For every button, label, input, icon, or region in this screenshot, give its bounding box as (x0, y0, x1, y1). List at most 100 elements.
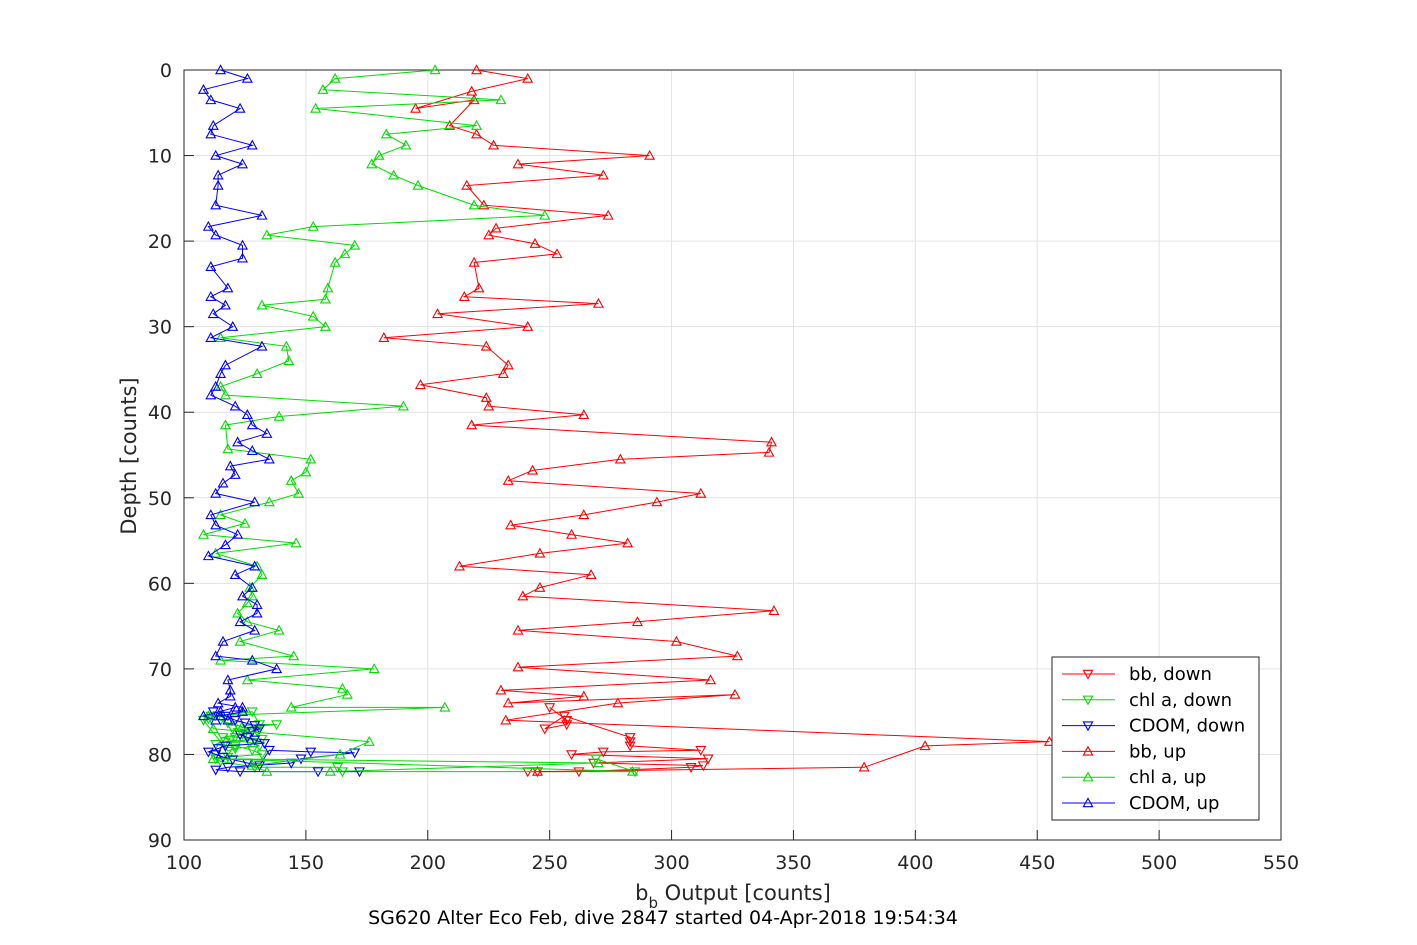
data-point (512, 624, 524, 635)
data-point (531, 765, 544, 776)
data-point (468, 94, 480, 105)
data-point (197, 528, 210, 539)
data-point (219, 389, 231, 400)
data-point (380, 128, 392, 139)
data-point (229, 715, 241, 726)
data-point (212, 744, 224, 755)
data-point (222, 443, 234, 454)
y-tick-label: 30 (148, 317, 172, 339)
data-point (205, 290, 217, 301)
data-point (241, 72, 253, 83)
series-chl-a-up (197, 64, 639, 776)
data-point (527, 464, 539, 475)
data-point (280, 340, 292, 351)
data-point (495, 94, 507, 105)
data-point (246, 590, 258, 601)
data-point (349, 748, 361, 759)
data-point (551, 248, 563, 259)
data-point (232, 721, 244, 732)
data-point (470, 64, 483, 75)
data-point (466, 419, 478, 430)
data-point (229, 468, 241, 479)
data-point (246, 444, 258, 455)
data-point (705, 674, 717, 685)
data-point (256, 750, 268, 761)
plot-area-frame (183, 69, 1282, 841)
data-point (500, 714, 512, 725)
data-point (305, 453, 317, 464)
x-axis-label-main: b (635, 881, 648, 905)
data-point (205, 332, 217, 343)
data-point (495, 684, 507, 695)
data-point (254, 761, 266, 772)
data-point (480, 340, 492, 351)
data-point (239, 517, 251, 528)
data-point (229, 733, 241, 744)
data-point (222, 718, 234, 729)
data-point (205, 509, 217, 520)
data-point (224, 684, 236, 695)
data-point (685, 763, 697, 774)
y-tick-label: 50 (148, 488, 172, 510)
data-point (322, 282, 334, 293)
legend-label: chl a, down (1129, 690, 1232, 711)
data-point (205, 389, 217, 400)
data-point (539, 724, 551, 735)
data-point (414, 379, 426, 390)
data-point (319, 320, 331, 331)
legend: bb, down chl a, down CDOM, down bb, up chl a… (1051, 656, 1260, 821)
data-point (256, 340, 268, 351)
data-point (217, 477, 229, 488)
data-point (368, 663, 380, 674)
series-line (203, 69, 633, 773)
data-point (468, 256, 480, 267)
data-point (212, 179, 224, 190)
data-point (731, 650, 743, 661)
data-point (366, 158, 378, 169)
data-point (566, 750, 578, 761)
x-tick-label: 500 (1141, 852, 1177, 874)
data-point (263, 453, 275, 464)
data-point (558, 711, 570, 722)
data-point (222, 674, 234, 685)
data-point (651, 496, 663, 507)
legend-item: bb, up (1062, 741, 1186, 762)
data-point (219, 741, 231, 752)
legend-marker (1082, 771, 1094, 782)
data-point (488, 139, 500, 150)
data-point (271, 720, 283, 731)
data-point (246, 581, 258, 592)
data-point (215, 367, 227, 378)
legend-item: CDOM, down (1062, 716, 1245, 737)
data-point (227, 724, 239, 735)
data-point (444, 119, 456, 130)
data-point (597, 169, 609, 180)
data-point (502, 697, 514, 708)
data-point (483, 400, 495, 411)
data-point (644, 149, 656, 160)
data-point (263, 496, 275, 507)
data-point (300, 466, 312, 477)
data-point (212, 697, 224, 708)
data-point (222, 714, 234, 725)
data-point (578, 409, 590, 420)
x-tick-label: 150 (288, 852, 324, 874)
legend-item: bb, down (1062, 664, 1212, 685)
data-point (249, 721, 261, 732)
data-point (210, 519, 222, 530)
data-point (919, 740, 931, 751)
data-point (256, 209, 268, 220)
data-point (241, 597, 253, 608)
data-point (429, 64, 441, 75)
y-tick-label: 0 (160, 60, 172, 82)
x-tick-label: 200 (410, 852, 446, 874)
data-point (285, 474, 297, 485)
legend-item: CDOM, up (1062, 793, 1219, 814)
data-point (227, 755, 239, 766)
data-point (397, 400, 409, 411)
data-point (373, 149, 385, 160)
data-point (622, 537, 634, 548)
data-point (236, 701, 249, 712)
data-point (263, 745, 275, 756)
data-point (202, 747, 214, 758)
